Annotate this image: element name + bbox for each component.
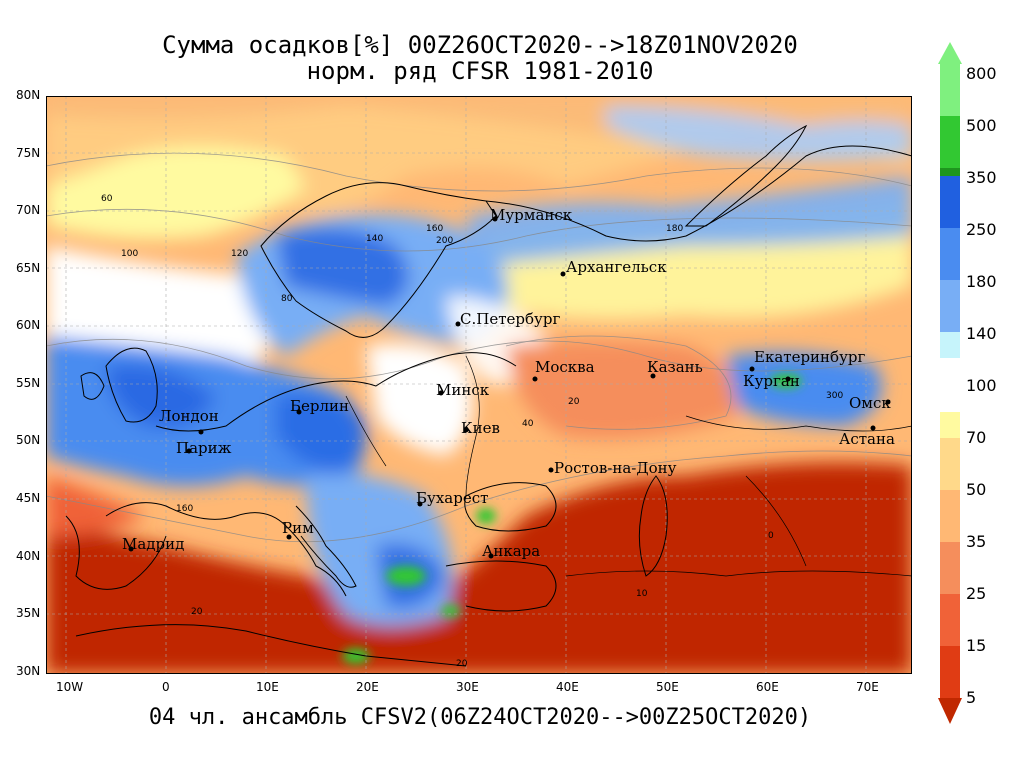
lat-label: 70N	[16, 203, 41, 217]
city-label: Казань	[647, 358, 703, 376]
lat-label: 45N	[16, 491, 41, 505]
city-label: Париж	[176, 439, 232, 457]
colorbar-label: 15	[966, 636, 987, 655]
contour-label: 100	[121, 249, 138, 259]
lat-label: 40N	[16, 549, 41, 563]
chart-subtitle: норм. ряд CFSR 1981-2010	[306, 57, 654, 85]
city-label: Рим	[282, 519, 314, 537]
lon-label: 40E	[556, 680, 579, 694]
city-label: Киев	[461, 419, 500, 437]
contour-label: 20	[191, 607, 203, 617]
lat-label: 75N	[16, 146, 41, 160]
city-label: Москва	[535, 358, 595, 376]
contour-labels: 60 120 100 140 160 200 80 300 20 40 10 0…	[101, 194, 843, 669]
lat-label: 80N	[16, 88, 41, 102]
contour-label: 20	[456, 659, 468, 669]
contour-label: 300	[826, 391, 843, 401]
city-label: Мадрид	[122, 535, 184, 553]
city-label: Минск	[436, 381, 490, 399]
lon-label: 10E	[256, 680, 279, 694]
city-label: Мурманск	[490, 206, 573, 224]
lon-label: 70E	[856, 680, 879, 694]
colorbar-label: 5	[966, 688, 977, 707]
colorbar-label: 70	[966, 428, 987, 447]
contour-label: 120	[231, 249, 248, 259]
lat-label: 50N	[16, 433, 41, 447]
city-label: Астана	[839, 430, 895, 448]
contour-label: 20	[568, 397, 580, 407]
precipitation-map: 60 120 100 140 160 200 80 300 20 40 10 0…	[46, 96, 912, 674]
city-label: Берлин	[290, 397, 349, 415]
colorbar-label: 800	[966, 64, 997, 83]
contour-label: 40	[522, 419, 534, 429]
city-label: Ростов-на-Дону	[554, 459, 677, 477]
lat-label: 30N	[16, 664, 41, 678]
colorbar-label: 100	[966, 376, 997, 395]
contour-label: 0	[768, 531, 774, 541]
colorbar-label: 25	[966, 584, 987, 603]
colorbar-bottom-triangle	[938, 698, 962, 724]
colorbar-label: 140	[966, 324, 997, 343]
lat-label: 60N	[16, 318, 41, 332]
lon-label: 30E	[456, 680, 479, 694]
lon-label: 60E	[756, 680, 779, 694]
contour-label: 140	[366, 234, 383, 244]
colorbar-label: 500	[966, 116, 997, 135]
contour-label: 200	[436, 236, 453, 246]
contour-label: 80	[281, 294, 293, 304]
city-label: Омск	[849, 394, 891, 412]
colorbar-label: 50	[966, 480, 987, 499]
contour-label: 160	[426, 224, 443, 234]
city-label: Анкара	[482, 542, 540, 560]
ensemble-caption: 04 чл. ансамбль CFSV2(06Z24OCT2020-->00Z…	[148, 705, 812, 730]
colorbar-label: 180	[966, 272, 997, 291]
lon-label: 0	[162, 680, 170, 694]
colorbar-label: 35	[966, 532, 987, 551]
lat-label: 35N	[16, 606, 41, 620]
contour-label: 160	[176, 504, 193, 514]
city-label: Лондон	[159, 407, 219, 425]
colorbar-label: 350	[966, 168, 997, 187]
colorbar-label: 250	[966, 220, 997, 239]
lat-label: 55N	[16, 376, 41, 390]
city-label: Бухарест	[416, 489, 488, 507]
lon-label: 50E	[656, 680, 679, 694]
city-label: Курган	[743, 372, 800, 390]
city-label: С.Петербург	[460, 310, 560, 328]
colorbar-top-triangle	[938, 42, 962, 64]
city-label: Екатеринбург	[754, 348, 865, 366]
lat-label: 65N	[16, 261, 41, 275]
contour-label: 10	[636, 589, 648, 599]
lon-label: 10W	[56, 680, 84, 694]
city-label: Архангельск	[566, 258, 667, 276]
contour-label: 180	[666, 224, 683, 234]
lon-label: 20E	[356, 680, 379, 694]
contour-label: 60	[101, 194, 113, 204]
chart-title: Сумма осадков[%] 00Z26OCT2020-->18Z01NOV…	[162, 31, 798, 59]
